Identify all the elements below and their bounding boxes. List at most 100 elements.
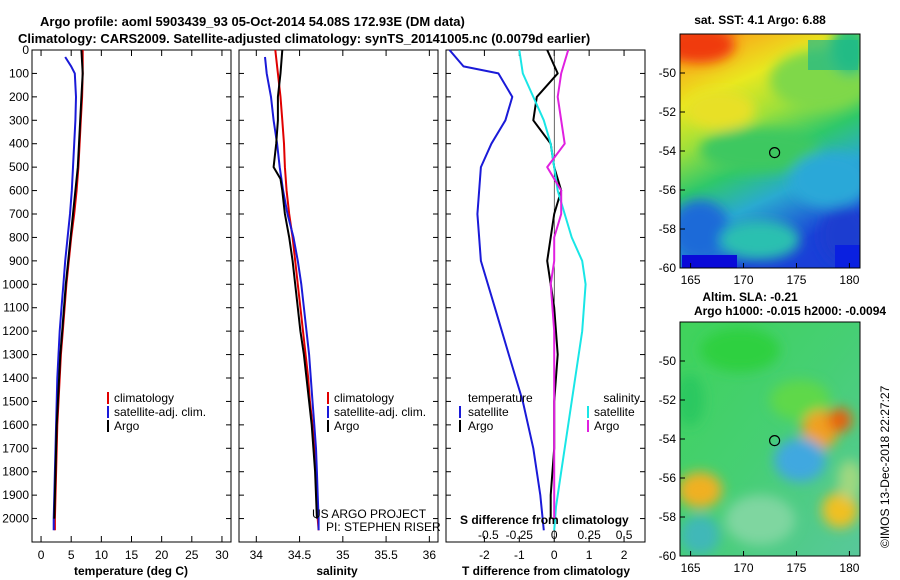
y-tick-label: 1200: [2, 324, 29, 338]
x-tick-label: 1: [586, 548, 593, 562]
map-x-tick-label: 180: [839, 561, 859, 575]
map-y-tick-label: -54: [659, 432, 677, 446]
map-x-tick-label: 170: [734, 561, 754, 575]
y-tick-label: 200: [9, 90, 29, 104]
series-argo: [272, 49, 318, 519]
y-tick-label: 0: [22, 43, 29, 57]
temperature-legend: climatology satellite-adj. clim. Argo: [107, 391, 206, 433]
series-argo: [53, 49, 84, 519]
title-line-2: Climatology: CARS2009. Satellite-adjuste…: [18, 31, 590, 46]
map-y-tick-label: -58: [659, 510, 677, 524]
profile-lines-layer: [52, 49, 587, 542]
legend-s-satellite: satellite: [594, 405, 635, 419]
sla-subtitle: Argo h1000: -0.015 h2000: -0.0094: [694, 304, 886, 318]
imos-watermark: ©IMOS 13-Dec-2018 22:27:27: [878, 385, 892, 548]
legend-t-satellite: satellite: [468, 405, 509, 419]
x-tick-label: 5: [68, 548, 75, 562]
y-tick-label: 300: [9, 113, 29, 127]
legend-s-argo: Argo: [594, 419, 620, 433]
series-temperature-argo: [532, 49, 563, 519]
x-tick-label: 35.5: [374, 548, 398, 562]
salinity-xlabel: salinity: [316, 564, 358, 578]
x-tick-label: 35: [336, 548, 350, 562]
x2-tick-label: 0.5: [616, 528, 633, 542]
map-y-tick-label: -56: [659, 183, 677, 197]
map-y-tick-label: -58: [659, 222, 677, 236]
map-y-tick-label: -52: [659, 393, 677, 407]
map-y-tick-label: -56: [659, 471, 677, 485]
sst-title: sat. SST: 4.1 Argo: 6.88: [694, 13, 826, 27]
legend-climatology: climatology: [114, 391, 174, 405]
map-x-tick-label: 175: [786, 273, 806, 287]
y-tick-label: 1800: [2, 465, 29, 479]
x2-tick-label: -0.5: [478, 528, 499, 542]
map-y-tick-label: -52: [659, 105, 677, 119]
x2-tick-label: 0.25: [577, 528, 601, 542]
y-tick-label: 700: [9, 207, 29, 221]
series-temperature-satellite: [448, 49, 545, 531]
sst-axis-ticks: 165 170 175 180 -50 -52 -54 -56 -58 -60: [659, 66, 860, 287]
title-line-1: Argo profile: aoml 5903439_93 05-Oct-201…: [40, 14, 465, 29]
y-tick-label: 1400: [2, 371, 29, 385]
sla-axis-ticks: 165 170 175 180 -50 -52 -54 -56 -58 -60: [659, 354, 860, 575]
y-tick-label: 1000: [2, 277, 29, 291]
series-salinity-satellite: [518, 49, 587, 531]
y-tick-label: 100: [9, 66, 29, 80]
sla-float-marker: [768, 435, 781, 447]
y-tick-label: 1100: [3, 301, 29, 315]
credit-project: US ARGO PROJECT: [312, 507, 427, 521]
series-satellite-adj-clim-: [264, 56, 320, 531]
map-x-tick-label: 165: [681, 273, 701, 287]
x-tick-label: 34: [250, 548, 264, 562]
salinity-axes: [238, 49, 439, 543]
map-x-tick-label: 175: [786, 561, 806, 575]
y-tick-label: 1700: [2, 441, 29, 455]
y-tick-label: 900: [9, 254, 29, 268]
x-tick-label: 2: [621, 548, 628, 562]
x-tick-label: 20: [155, 548, 169, 562]
x-tick-label: -2: [479, 548, 490, 562]
credit-pi: PI: STEPHEN RISER: [326, 520, 441, 534]
y-tick-label: 400: [9, 137, 29, 151]
difference-legend: temperature satellite Argo salinity sate…: [459, 391, 640, 527]
series-salinity-argo: [546, 49, 570, 519]
legend-satellite: satellite-adj. clim.: [114, 405, 206, 419]
map-x-tick-label: 180: [839, 273, 859, 287]
x-tick-label: 25: [185, 548, 199, 562]
difference-axes: [445, 49, 646, 543]
map-x-tick-label: 165: [681, 561, 701, 575]
legend-climatology: climatology: [334, 391, 394, 405]
legend-temperature-title: temperature: [468, 391, 533, 405]
legend-satellite: satellite-adj. clim.: [334, 405, 426, 419]
temperature-xlabel: temperature (deg C): [74, 564, 188, 578]
legend-salinity-title: salinity: [603, 391, 640, 405]
sst-float-marker: [768, 147, 781, 159]
difference-xlabel: T difference from climatology: [462, 564, 630, 578]
s-difference-label: S difference from climatology: [460, 513, 629, 527]
x-tick-label: 10: [95, 548, 109, 562]
y-tick-label: 600: [9, 184, 29, 198]
x-tick-label: 36: [423, 548, 437, 562]
salinity-legend: climatology satellite-adj. clim. Argo US…: [312, 391, 441, 534]
series-climatology: [274, 49, 320, 531]
sla-title: Altim. SLA: -0.21: [702, 290, 798, 304]
y-tick-label: 1600: [2, 418, 29, 432]
series-climatology: [53, 50, 84, 531]
x-tick-label: 0: [551, 548, 558, 562]
map-y-tick-label: -50: [659, 66, 677, 80]
legend-argo: Argo: [114, 419, 140, 433]
x2-tick-label: -0.25: [506, 528, 534, 542]
x-tick-label: -1: [514, 548, 525, 562]
x-tick-label: 30: [215, 548, 229, 562]
map-y-tick-label: -60: [659, 261, 677, 275]
y-tick-label: 1300: [2, 348, 29, 362]
x-tick-label: 15: [125, 548, 139, 562]
legend-argo: Argo: [334, 419, 360, 433]
y-tick-label: 2000: [2, 512, 29, 526]
y-tick-label: 800: [9, 230, 29, 244]
y-tick-label: 500: [9, 160, 29, 174]
legend-t-argo: Argo: [468, 419, 494, 433]
sst-map: sat. SST: 4.1 Argo: 6.88 165 170 175 180 -50…: [659, 13, 861, 287]
map-y-tick-label: -54: [659, 144, 677, 158]
